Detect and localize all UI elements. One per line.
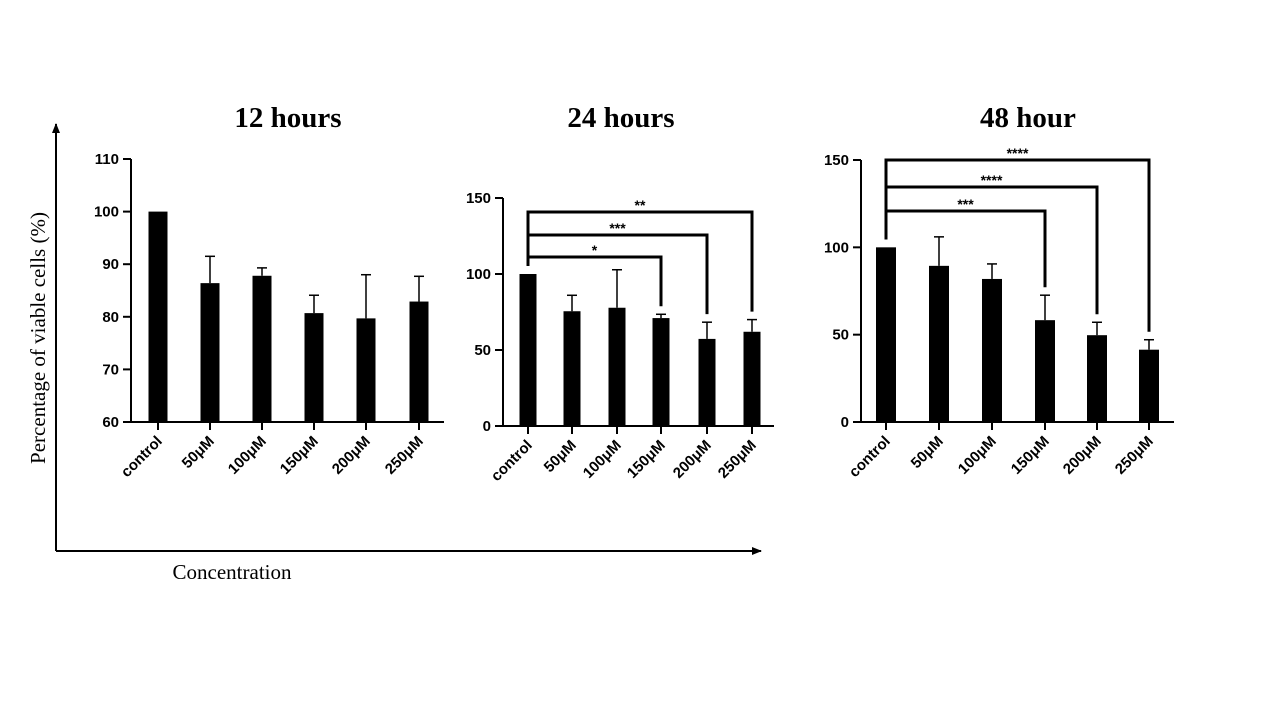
category-label: control [846,433,894,481]
bar [743,331,761,426]
category-label: 50μM [908,433,947,472]
category-label: control [118,433,166,481]
significance-label: *** [957,196,974,212]
y-tick-label: 80 [102,309,119,326]
y-tick-label: 0 [841,414,849,431]
category-label: 250μM [715,437,760,482]
y-tick-label: 100 [94,204,119,221]
category-label: 200μM [670,437,715,482]
y-tick-label: 50 [474,342,491,359]
figure-x-label: Concentration [173,560,292,584]
y-tick-label: 100 [466,266,491,283]
y-tick-label: 150 [824,152,849,169]
category-label: control [488,437,536,485]
bar [563,311,581,426]
category-label: 200μM [1060,433,1105,478]
category-label: 50μM [541,437,580,476]
panel-48-hour: 48 hour 0 50 100 150 control 50μM 100μM 150μM 20… [824,102,1174,481]
category-label: 150μM [277,433,322,478]
category-label: 150μM [1008,433,1053,478]
bar [608,307,626,426]
figure-y-label: Percentage of viable cells (%) [26,212,50,464]
category-label: 250μM [1112,433,1157,478]
bar [304,313,324,422]
y-tick-label: 60 [102,414,119,431]
bar [200,283,220,422]
y-tick-label: 110 [95,151,119,168]
bar [1139,349,1159,422]
y-tick-label: 90 [102,256,119,273]
significance-bracket [526,255,663,307]
significance-bracket [884,158,1151,332]
significance-label: *** [609,220,626,236]
significance-label: **** [1007,145,1029,161]
category-label: 200μM [329,433,374,478]
category-label: 50μM [179,433,218,472]
panel-title: 12 hours [234,102,341,134]
category-label: 150μM [624,437,669,482]
panel-title: 48 hour [980,102,1076,134]
y-tick-label: 50 [832,327,849,344]
category-label: 100μM [955,433,1000,478]
y-tick-label: 70 [102,361,119,378]
significance-label: **** [981,172,1003,188]
y-tick-label: 0 [483,418,491,435]
bar [252,275,272,422]
category-label: 100μM [225,433,270,478]
bar [1035,320,1055,422]
bar [1087,335,1107,422]
bar [409,301,429,422]
bar [356,318,376,422]
bar [148,211,168,422]
significance-bracket [884,209,1047,288]
panel-title: 24 hours [567,102,674,134]
bar [519,274,537,426]
bar [698,338,716,426]
bar [876,247,896,422]
significance-bracket [526,210,754,312]
bar [652,318,670,426]
significance-label: * [592,242,598,258]
bar [982,278,1002,422]
y-tick-label: 100 [824,239,849,256]
panel-12-hours: 12 hours 60 70 80 90 100 110 control 50μM 100μM 1… [94,102,444,481]
significance-label: ** [635,197,646,213]
category-label: 250μM [382,433,427,478]
y-tick-label: 150 [466,190,491,207]
bar [929,265,949,422]
panel-plot: 60 70 80 90 100 110 control 50μM 100μM 150μM 200μM… [94,151,444,481]
category-label: 100μM [580,437,625,482]
